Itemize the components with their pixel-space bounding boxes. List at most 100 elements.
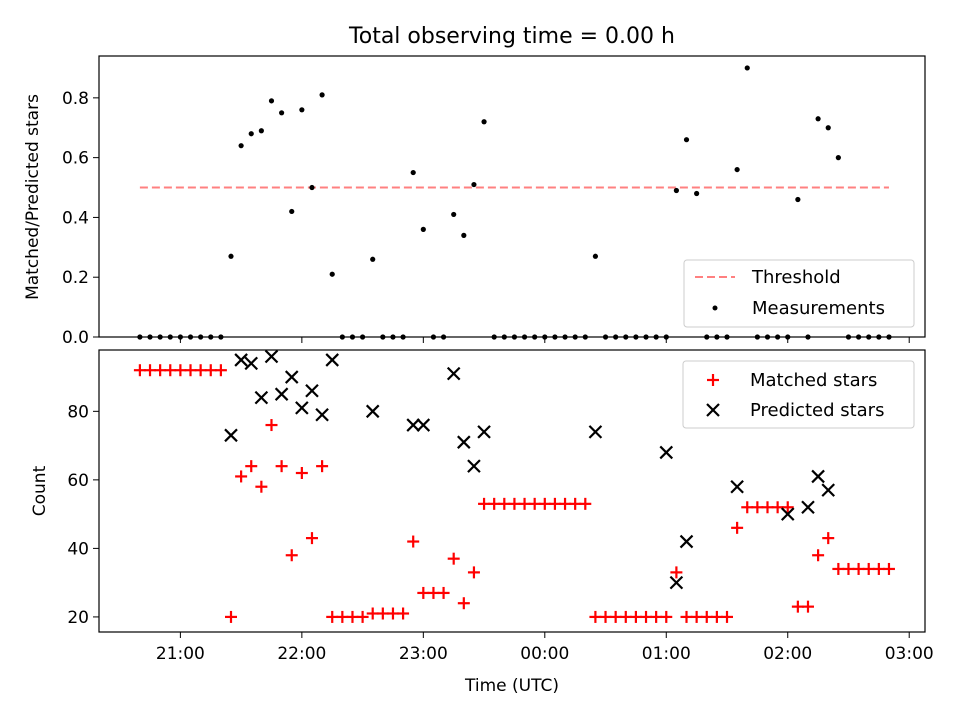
matched-point (407, 535, 420, 548)
matched-point (427, 586, 440, 599)
matched-point (660, 610, 673, 623)
matched-point (214, 364, 227, 377)
predicted-point-b (659, 445, 674, 460)
count-x-tick-label: 03:00 (885, 644, 934, 664)
matched-point (204, 364, 217, 377)
predicted-point-b (477, 425, 491, 439)
measurement-point (481, 119, 487, 125)
count-x-tick-label: 01:00 (642, 644, 691, 664)
predicted-point-b (467, 459, 481, 473)
measurement-point (825, 125, 831, 131)
predicted-point (457, 435, 471, 449)
predicted-point-b (295, 401, 309, 415)
matched-point (326, 610, 339, 623)
measurement-point (299, 107, 305, 113)
predicted-point-b (588, 425, 603, 439)
figure-title: Total observing time = 0.00 h (348, 24, 675, 49)
matched-point (417, 586, 430, 599)
legend-matched-marker (707, 374, 719, 386)
legend-measurements-swatch (712, 305, 718, 311)
matched-point (508, 497, 521, 510)
predicted-point (244, 356, 259, 371)
predicted-point (264, 349, 279, 364)
matched-point (872, 562, 885, 575)
predicted-point-b (406, 418, 420, 432)
predicted-point-b (325, 353, 340, 367)
predicted-point-b (264, 349, 279, 364)
matched-points (133, 364, 895, 623)
predicted-point (325, 353, 340, 367)
matched-point (528, 497, 541, 510)
matched-point (599, 610, 612, 623)
matched-point (710, 610, 723, 623)
measurement-point (228, 253, 234, 259)
predicted-point-b (821, 483, 836, 497)
matched-point (640, 610, 653, 623)
matched-point (518, 497, 531, 510)
matched-point (467, 566, 480, 579)
matched-point (174, 364, 187, 377)
predicted-point (821, 483, 836, 497)
predicted-point-b (679, 534, 694, 549)
predicted-point (801, 500, 815, 515)
count-y-tick-label: 80 (67, 402, 89, 422)
matched-point (245, 460, 258, 473)
matched-point (235, 470, 248, 483)
matched-point (305, 532, 318, 545)
count-x-tick-label: 23:00 (399, 644, 448, 664)
count-legend-box (682, 360, 915, 429)
matched-point (761, 501, 774, 514)
predicted-point (477, 425, 491, 439)
legend-predicted-swatch (706, 403, 720, 417)
measurement-point (238, 143, 244, 149)
count-x-tick-label: 02:00 (763, 644, 812, 664)
matched-point (842, 562, 855, 575)
matched-point (700, 610, 713, 623)
legend-matched-label: Matched stars (750, 370, 877, 391)
matched-point (781, 501, 794, 514)
matched-point (801, 600, 814, 613)
predicted-point (274, 387, 289, 401)
matched-point (478, 497, 491, 510)
matched-point (751, 501, 764, 514)
predicted-point (234, 353, 248, 367)
measurement-point (592, 253, 599, 259)
ratio-y-tick-label: 0.6 (62, 149, 89, 169)
predicted-point-b (274, 387, 289, 401)
count-y-tick-label: 60 (67, 471, 89, 491)
ratio-y-tick-label: 0.4 (62, 208, 89, 228)
predicted-point (446, 366, 461, 381)
matched-point (366, 607, 379, 620)
measurement-point (289, 208, 295, 215)
count-x-tick-label: 21:00 (156, 644, 205, 664)
measurement-point (370, 256, 376, 262)
predicted-point-b (446, 366, 461, 381)
predicted-point-b (315, 407, 329, 422)
matched-point (457, 597, 470, 610)
predicted-point-b (780, 507, 795, 521)
matched-point (741, 501, 754, 514)
matched-point (437, 586, 450, 599)
measurement-point (420, 226, 426, 232)
matched-point (731, 521, 744, 534)
predicted-point-b (416, 418, 431, 432)
matched-point (397, 607, 410, 620)
measurement-point (329, 271, 335, 277)
measurement-point (410, 169, 416, 176)
matched-point (275, 460, 288, 473)
count-y-tick-label: 40 (67, 539, 89, 559)
matched-point (862, 562, 875, 575)
legend-predicted-marker (706, 403, 720, 417)
ratio-y-tick-label: 0.8 (62, 89, 89, 109)
ratio-panel: 0.00.20.40.60.8 Matched/Predicted stars … (23, 55, 926, 348)
legend-matched-swatch (707, 374, 719, 386)
predicted-point (295, 401, 309, 415)
predicted-point-b (224, 428, 238, 443)
matched-point (356, 610, 369, 623)
ratio-legend: Threshold Measurements (683, 259, 915, 328)
ratio-y-label: Matched/Predicted stars (23, 94, 43, 300)
predicted-point (365, 404, 380, 419)
predicted-point-b (284, 370, 299, 384)
predicted-point-b (254, 390, 269, 405)
